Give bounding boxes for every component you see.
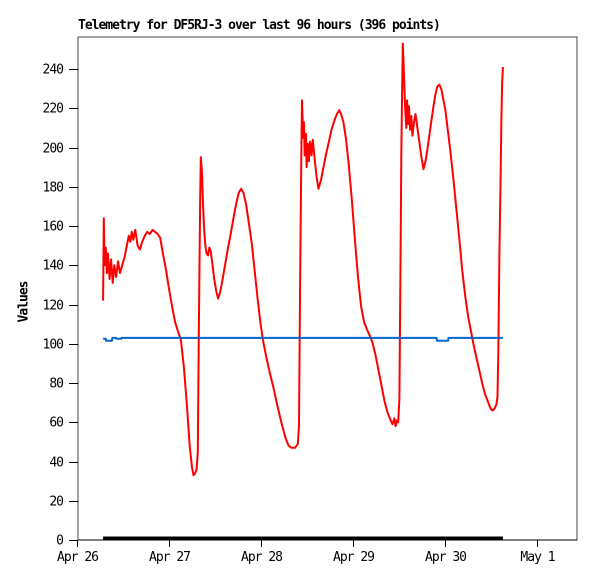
y-tick-label: 100 — [43, 338, 64, 353]
x-tick-label: Apr 27 — [149, 550, 190, 565]
y-tick-label: 20 — [49, 495, 63, 510]
x-tick-label: May 1 — [520, 550, 554, 565]
y-tick-label: 180 — [43, 181, 64, 196]
red-channel-line — [102, 42, 504, 477]
x-tick-label: Apr 26 — [57, 550, 98, 565]
y-tick-label: 240 — [43, 63, 64, 78]
y-axis-title: Values — [16, 281, 32, 323]
y-tick-label: 140 — [43, 259, 64, 274]
y-tick-label: 40 — [49, 456, 63, 471]
x-tick-label: Apr 30 — [425, 550, 466, 565]
y-tick-label: 160 — [43, 220, 64, 235]
y-tick-label: 80 — [49, 377, 63, 392]
x-tick-label: Apr 29 — [333, 550, 374, 565]
y-tick-label: 60 — [49, 416, 63, 431]
y-tick-label: 120 — [43, 299, 64, 314]
chart-title: Telemetry for DF5RJ-3 over last 96 hours… — [78, 18, 441, 33]
blue-channel-line — [103, 336, 503, 342]
y-tick-label: 200 — [43, 142, 64, 157]
x-tick-label: Apr 28 — [241, 550, 282, 565]
y-tick-label: 0 — [56, 534, 63, 549]
y-tick-label: 220 — [43, 102, 64, 117]
